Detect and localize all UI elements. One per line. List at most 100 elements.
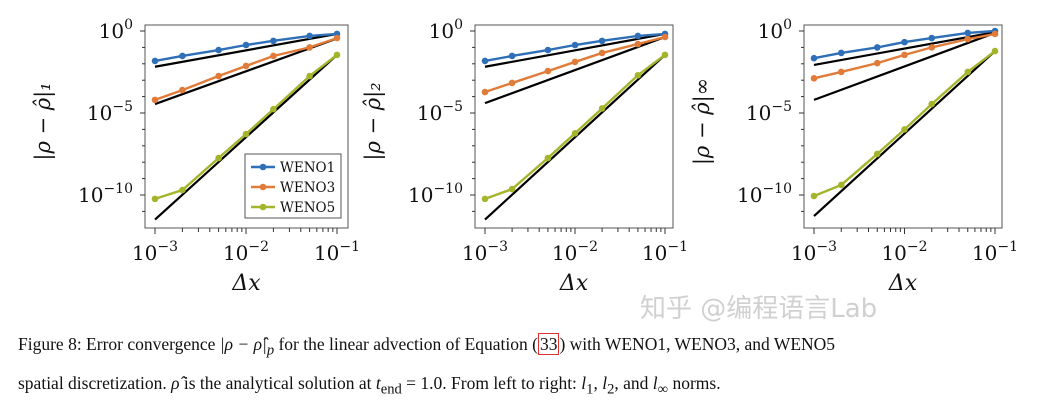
data-point-weno5 (964, 68, 972, 76)
data-point-weno5 (661, 51, 669, 59)
y-tick-label: 10−10 (78, 181, 133, 207)
data-point-weno3 (270, 52, 277, 60)
data-point-weno5 (270, 105, 277, 113)
data-point-weno1 (151, 57, 159, 65)
norm-linf: l (652, 372, 658, 393)
data-point-weno5 (179, 186, 186, 194)
y-tick-label: 10−5 (746, 99, 792, 125)
chart-panel-2: 100 10−5 10−10 10−3 10−2 10−1 Δx |ρ − ρ̂|₂ (361, 17, 688, 296)
legend: WENO1 WENO3 WENO5 (244, 153, 342, 219)
reference-slope-line (154, 37, 338, 106)
data-point-weno3 (544, 67, 552, 75)
norm-sub: 2 (607, 381, 615, 397)
legend-marker (259, 163, 267, 171)
y-axis-label: |ρ − ρ̂|₁ (31, 82, 56, 160)
caption-text: norms. (668, 372, 721, 393)
reference-slope-line (484, 32, 666, 68)
norm-l1: l (581, 372, 587, 393)
data-point-weno5 (544, 154, 552, 162)
y-tick-label: 10−5 (87, 99, 133, 125)
y-tick-exponent: −10 (103, 181, 133, 197)
legend-marker (259, 183, 267, 191)
x-tick-label: 10−2 (881, 239, 927, 265)
data-point-weno1 (242, 41, 250, 49)
y-tick-exponent: −10 (762, 181, 792, 197)
data-point-weno3 (837, 68, 845, 76)
data-point-weno3 (964, 35, 972, 43)
data-point-weno5 (837, 181, 845, 189)
data-point-weno3 (991, 30, 999, 38)
y-tick-label: 10−10 (408, 181, 463, 207)
reference-slope-line (484, 54, 666, 221)
data-point-weno1 (270, 37, 277, 45)
data-point-weno3 (873, 59, 881, 67)
caption-text: spatial discretization. (18, 372, 172, 393)
data-point-weno3 (928, 44, 936, 51)
caption-math: |ρ − ρ̂| (219, 334, 267, 354)
data-point-weno1 (481, 57, 489, 65)
caption-math: ρ̂ (171, 372, 180, 393)
data-point-weno5 (873, 150, 881, 158)
y-tick-exponent: −5 (112, 99, 133, 115)
data-point-weno3 (598, 49, 606, 57)
data-point-weno3 (901, 51, 908, 59)
legend-label: WENO3 (280, 180, 335, 196)
data-point-weno5 (215, 154, 222, 162)
caption-math: t (375, 372, 381, 393)
norm-sub: ∞ (657, 381, 669, 397)
y-tick-label: 100 (429, 17, 463, 43)
norm-l2: l (602, 372, 608, 393)
watermark: 知乎 @编程语言Lab (640, 294, 878, 324)
x-tick-exponent: −2 (907, 239, 928, 255)
y-tick-label: 100 (758, 17, 792, 43)
data-point-weno1 (179, 52, 186, 60)
figure-caption: Figure 8: Error convergence |ρ − ρ̂|p fo… (18, 333, 836, 397)
x-tick-label: 10−1 (972, 239, 1018, 265)
caption-text: is the analytical solution at (179, 372, 376, 393)
x-tick-exponent: −1 (997, 239, 1018, 255)
data-point-weno3 (508, 79, 516, 87)
y-tick-exponent: −10 (433, 181, 463, 197)
y-tick-exponent: 0 (783, 17, 792, 33)
legend-label: WENO5 (280, 200, 335, 216)
data-point-weno1 (634, 32, 642, 40)
caption-math: p (266, 342, 275, 359)
data-point-weno3 (179, 86, 186, 94)
data-point-weno3 (571, 58, 579, 66)
data-point-weno5 (306, 72, 313, 80)
data-point-weno1 (306, 32, 313, 40)
chart-panel-3: 100 10−5 10−10 10−3 10−2 10−1 Δx |ρ − ρ̂|∞ (690, 17, 1018, 296)
data-point-weno3 (810, 75, 818, 82)
chart-panel-1: 100 10−5 10−10 10−3 10−2 10−1 Δx |ρ − ρ̂|₁ WENO1… (31, 17, 360, 296)
norm-sub: 1 (586, 381, 594, 397)
data-point-weno3 (481, 88, 489, 96)
caption-text: = 1.0. From left to right: (401, 372, 582, 393)
reference-slope-line (154, 32, 338, 68)
equation-link[interactable]: 33 (537, 333, 560, 355)
data-point-weno5 (810, 192, 818, 200)
data-point-weno1 (928, 34, 936, 42)
data-point-weno1 (215, 46, 222, 54)
caption-text: for the linear advection of Equation (274, 334, 533, 354)
data-point-weno3 (306, 44, 313, 51)
data-point-weno3 (634, 40, 642, 48)
data-point-weno5 (333, 51, 341, 59)
data-point-weno1 (964, 29, 972, 37)
data-point-weno5 (991, 47, 999, 55)
data-point-weno5 (242, 130, 250, 138)
data-point-weno5 (598, 105, 606, 112)
data-point-weno1 (873, 44, 881, 51)
data-point-weno1 (544, 46, 552, 54)
caption-text: , and (614, 372, 653, 393)
y-tick-exponent: −5 (442, 99, 463, 115)
y-tick-label: 100 (99, 17, 133, 43)
data-point-weno5 (571, 129, 579, 137)
x-tick-label: 10−1 (642, 239, 688, 265)
y-tick-label: 10−10 (737, 181, 792, 207)
x-tick-exponent: −2 (248, 239, 269, 255)
caption-math: end (380, 381, 402, 397)
x-tick-exponent: −3 (157, 239, 178, 255)
caption-text: , (593, 372, 603, 393)
y-tick-label: 10−5 (417, 99, 463, 125)
